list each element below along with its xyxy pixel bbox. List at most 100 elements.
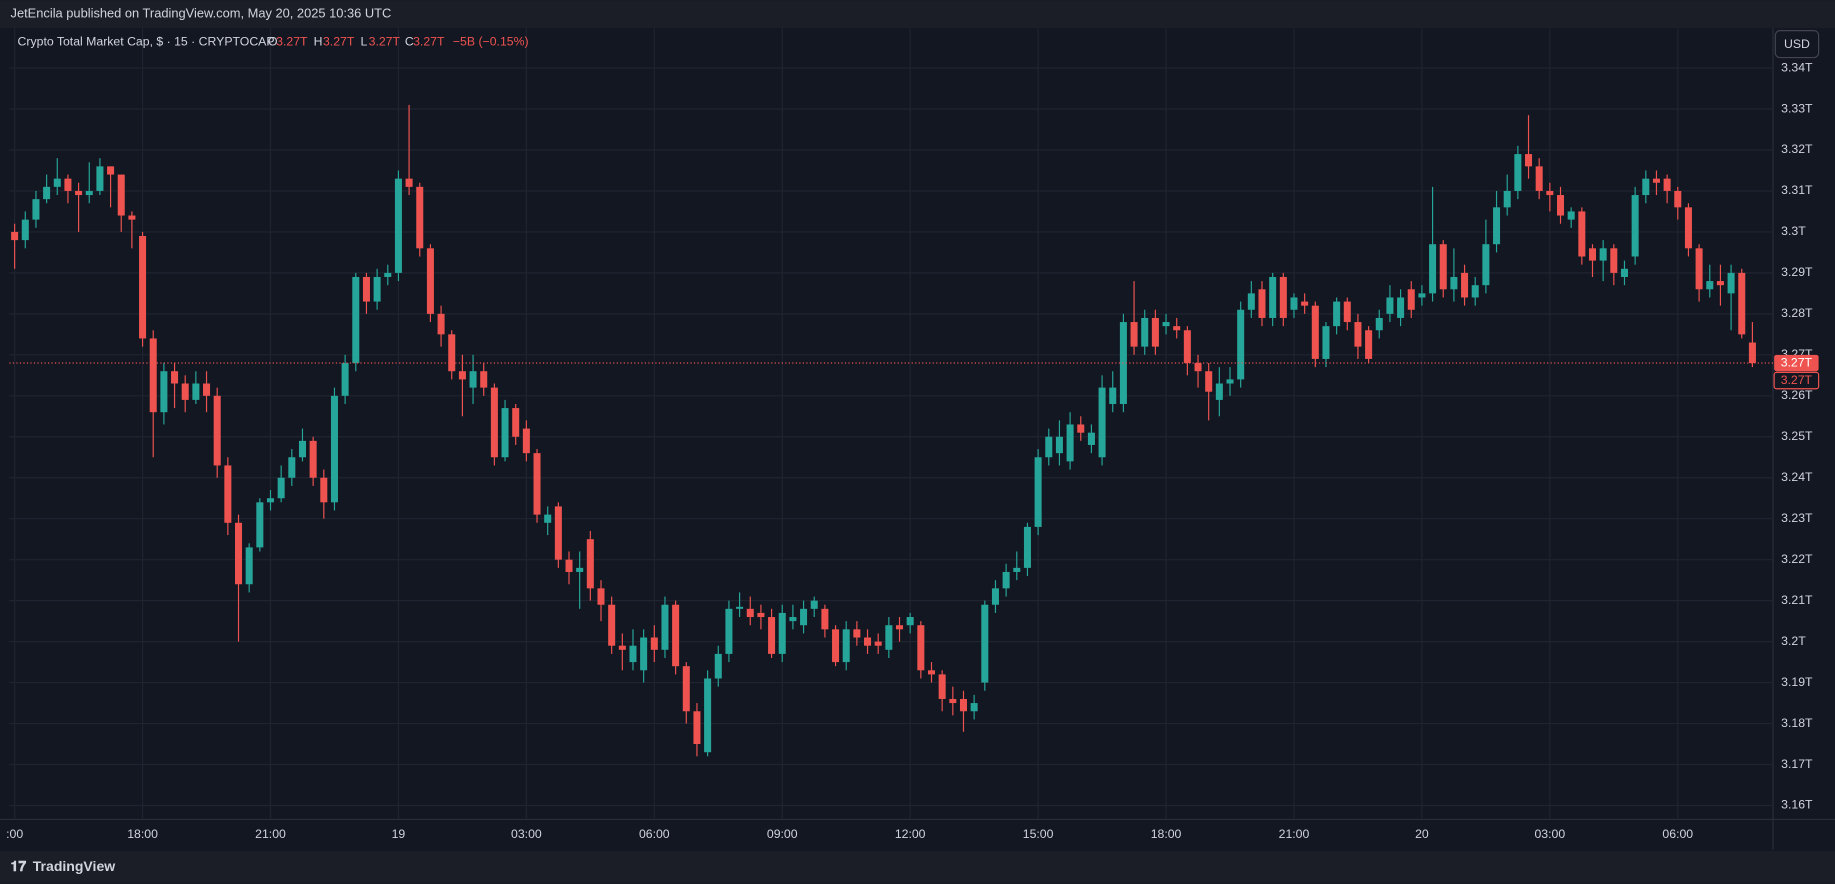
prev-price-box (1773, 371, 1820, 390)
y-tick-label: 3.16T (1781, 798, 1813, 812)
candle-body (213, 395, 221, 466)
candle-body (1109, 387, 1117, 404)
open-value: 3.27T (276, 35, 308, 49)
y-tick-label: 3.25T (1781, 429, 1813, 443)
x-tick-label: 03:00 (511, 827, 542, 841)
candle-body (117, 174, 125, 216)
candle-body (565, 559, 573, 572)
candle-body (693, 711, 701, 745)
candle-body (1333, 301, 1341, 327)
low-key: L (360, 35, 367, 49)
candle-body (1663, 178, 1671, 191)
x-tick-label: :00 (6, 827, 23, 841)
candle-body (1013, 567, 1021, 572)
candle-body (938, 674, 946, 699)
candle-body (1652, 178, 1660, 183)
candle-body (1183, 330, 1191, 364)
candle-body (181, 383, 189, 400)
change-value: −5B (−0.15%) (453, 35, 529, 49)
candle-body (842, 629, 850, 663)
candle-body (298, 440, 306, 458)
y-tick-label: 3.31T (1781, 183, 1813, 197)
y-tick-label: 3.17T (1781, 757, 1813, 771)
candle-body (746, 608, 754, 618)
candle-body (1311, 305, 1319, 359)
candle-body (245, 547, 253, 585)
candle-body (810, 600, 818, 609)
candle-body (330, 395, 338, 503)
candle-body (1162, 322, 1170, 327)
candle-body (778, 612, 786, 654)
candle-body (1716, 281, 1724, 286)
candle-body (11, 231, 19, 241)
close-value: 3.27T (413, 35, 445, 49)
candle-body (970, 703, 978, 712)
candle-body (352, 276, 360, 364)
x-tick-label: 20 (1415, 827, 1429, 841)
candle-body (1610, 248, 1618, 273)
candle-body (1269, 276, 1277, 318)
candle-body (725, 608, 733, 654)
candle-body (139, 236, 147, 339)
candle-body (192, 383, 200, 400)
candle-body (203, 383, 211, 396)
last-price-box (1774, 354, 1819, 372)
candle-body (1290, 297, 1298, 310)
candle-body (256, 502, 264, 548)
candle-body (1567, 211, 1575, 220)
y-tick-label: 3.32T (1781, 142, 1813, 156)
candle-body (1578, 211, 1586, 257)
candle-body (1503, 190, 1511, 208)
currency-button[interactable] (1774, 30, 1820, 59)
candle-body (448, 334, 456, 372)
candle-body (437, 313, 445, 335)
candle-body (1194, 363, 1202, 372)
close-key: C (405, 35, 414, 49)
last-price-label: 3.27T (1781, 355, 1813, 369)
candle-body (981, 604, 989, 683)
candle-body (1514, 154, 1522, 191)
candle-body (1429, 244, 1437, 294)
candle-body (917, 625, 925, 671)
candle-body (171, 371, 179, 384)
candle-body (959, 698, 967, 712)
candle-body (394, 178, 402, 273)
low-value: 3.27T (369, 35, 401, 49)
currency-label[interactable]: USD (1784, 37, 1810, 51)
candle-body (64, 178, 72, 191)
high-value: 3.27T (323, 35, 355, 49)
candle-body (1322, 326, 1330, 359)
x-tick-label: 19 (392, 827, 406, 841)
published-note: JetEncila published on TradingView.com, … (11, 6, 392, 21)
candle-body (682, 666, 690, 712)
candle-body (1205, 371, 1213, 392)
candle-body (576, 567, 584, 572)
candle-body (1151, 317, 1159, 347)
candle-body (1482, 244, 1490, 286)
y-tick-label: 3.23T (1781, 511, 1813, 525)
candle-body (277, 477, 285, 499)
candle-body (874, 641, 882, 646)
candle-body (1535, 166, 1543, 191)
candle-body (661, 604, 669, 650)
candle-body (1471, 285, 1479, 298)
candle-body (1397, 297, 1405, 318)
x-tick-label: 15:00 (1023, 827, 1054, 841)
x-tick-label: 03:00 (1534, 827, 1565, 841)
candle-body (949, 698, 957, 704)
candle-body (672, 604, 680, 667)
candle-body (533, 453, 541, 515)
candle-body (32, 199, 40, 220)
candle-body (906, 617, 914, 626)
candle-body (1045, 436, 1053, 458)
candle-body (1748, 342, 1756, 364)
candle-body (1354, 322, 1362, 347)
candle-body (96, 166, 104, 191)
candle-body (288, 457, 296, 478)
candle-body (1546, 190, 1554, 196)
candle-body (1439, 244, 1447, 290)
x-tick-label: 06:00 (639, 827, 670, 841)
candle-body (21, 219, 29, 241)
symbol: Crypto Total Market Cap, $ · 15 · CRYPTO… (18, 35, 275, 49)
